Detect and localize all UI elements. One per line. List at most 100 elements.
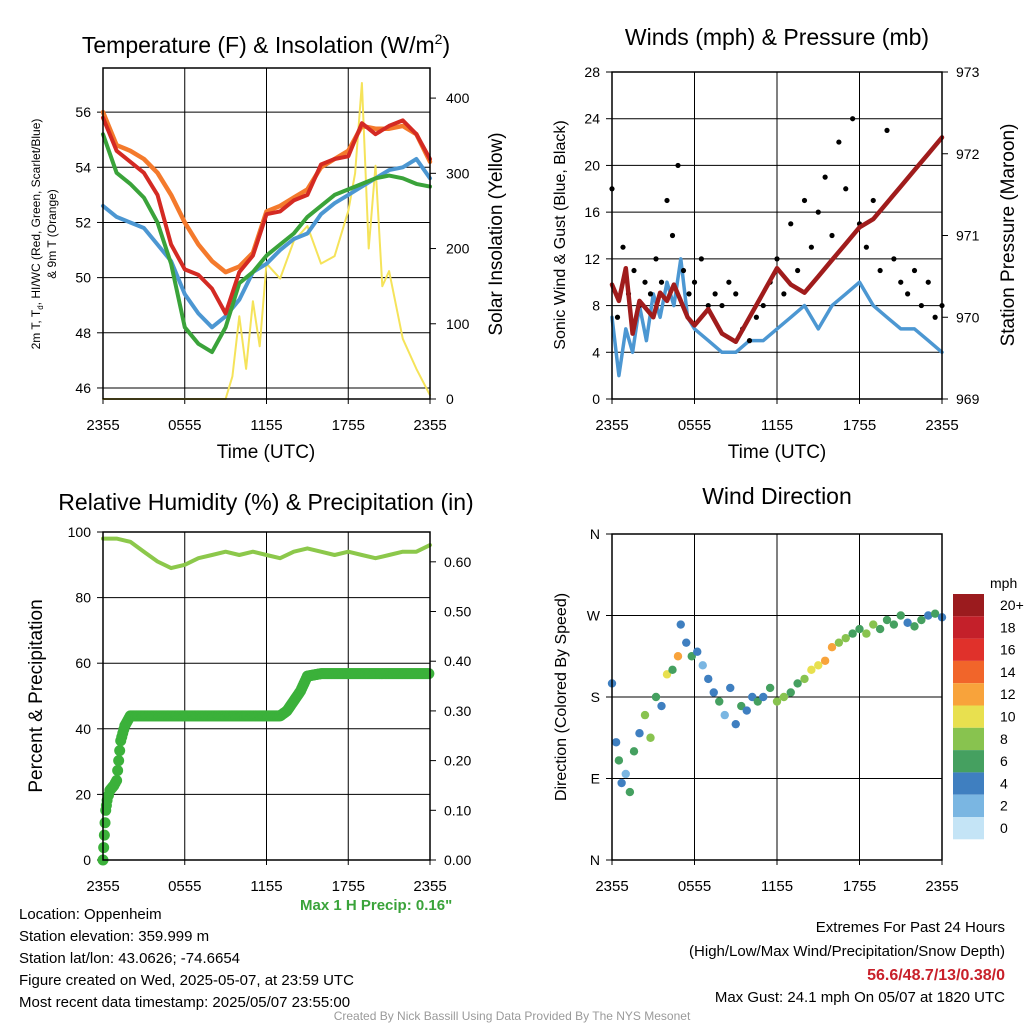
x-tick-label: 2355 — [86, 878, 119, 895]
y-tick-label: 20 — [584, 157, 600, 173]
gust-point — [905, 291, 911, 297]
station-info-line: Most recent data timestamp: 2025/05/07 2… — [19, 994, 351, 1011]
y-axis-label: 2m T, Td, HI/WC (Red, Green, Scarlet/Blu… — [29, 119, 45, 350]
direction-point — [889, 620, 899, 629]
y-right-tick-label: 969 — [956, 391, 980, 407]
gust-point — [726, 279, 732, 285]
y-right-tick-label: 0 — [446, 391, 454, 407]
direction-point — [640, 710, 650, 720]
y-right-tick-label: 972 — [956, 146, 980, 162]
direction-point — [910, 622, 919, 631]
gust-point — [801, 197, 808, 204]
station-info-line: Figure created on Wed, 2025-05-07, at 23… — [19, 972, 354, 989]
gust-point — [653, 256, 659, 262]
chart-title: Wind Direction — [702, 483, 852, 509]
x-tick-label: 2355 — [595, 878, 628, 895]
humidity-panel: 2355 0555 1155 1755 2355 0 20 40 60 80 100 0.00 0.10… — [26, 489, 474, 895]
y-axis-label: Sonic Wind & Gust (Blue, Black) — [552, 120, 569, 349]
extremes-subtitle: (High/Low/Max Wind/Precipitation/Snow De… — [689, 943, 1005, 960]
legend-swatch — [953, 727, 984, 751]
x-axis-label: Time (UTC) — [217, 442, 316, 463]
direction-point — [742, 706, 751, 715]
legend-title: mph — [990, 575, 1017, 591]
y-tick-label: 100 — [68, 524, 92, 540]
direction-point — [841, 633, 850, 643]
y-right-tick-label: 0.60 — [444, 554, 471, 570]
legend-label: 14 — [1000, 664, 1016, 680]
y-right-tick-label: 0.20 — [444, 753, 471, 769]
y-axis-label: Percent & Precipitation — [26, 599, 47, 792]
y-tick-label: 60 — [75, 655, 91, 671]
direction-point — [629, 747, 639, 756]
gust-point — [647, 291, 654, 297]
x-axis-label: Time (UTC) — [728, 442, 827, 463]
precip-point — [111, 774, 123, 786]
y-tick-label: 8 — [592, 298, 600, 314]
direction-point — [673, 652, 683, 661]
direction-point — [848, 629, 857, 638]
gust-point — [898, 279, 904, 285]
gust-point — [719, 302, 725, 309]
y-right-tick-label: 400 — [446, 90, 470, 106]
gust-point — [746, 338, 753, 344]
chart-title: Temperature (F) & Insolation (W/m2) — [82, 31, 450, 58]
direction-point — [731, 719, 740, 729]
precip-point — [98, 829, 110, 841]
direction-point — [668, 665, 677, 675]
y-tick-label: 80 — [75, 590, 91, 606]
direction-point — [625, 787, 635, 797]
x-tick-label: 1755 — [843, 878, 876, 895]
direction-point — [676, 620, 685, 629]
direction-point — [720, 710, 729, 720]
y-tick-label: 52 — [75, 214, 91, 230]
direction-point — [772, 697, 782, 706]
direction-point — [715, 697, 724, 706]
direction-point — [862, 629, 871, 638]
y-right-tick-label: 970 — [956, 309, 980, 325]
direction-point — [827, 642, 837, 652]
gust-point — [808, 244, 814, 250]
x-tick-label: 2355 — [413, 878, 446, 895]
gust-point — [760, 302, 766, 309]
gust-point — [733, 291, 739, 297]
x-tick-label: 1755 — [332, 417, 365, 434]
x-tick-label: 0555 — [678, 417, 711, 434]
x-tick-label: 0555 — [678, 878, 711, 895]
y-tick-label: 46 — [75, 380, 91, 396]
gust-point — [642, 279, 648, 285]
direction-point — [651, 692, 661, 702]
direction-point — [917, 615, 926, 625]
plot-frame — [102, 67, 431, 400]
station-info-line: Station lat/lon: 43.0626; -74.6654 — [19, 950, 241, 967]
gust-point — [918, 302, 924, 309]
direction-point — [869, 620, 878, 629]
direction-point — [614, 756, 624, 765]
gust-point — [614, 314, 621, 320]
gust-point — [620, 244, 626, 250]
y-tick-label: 20 — [75, 786, 91, 802]
legend-label: 12 — [1000, 686, 1016, 702]
gust-point — [698, 256, 704, 262]
gust-point — [829, 232, 835, 239]
legend-label: 18 — [1000, 619, 1016, 635]
x-tick-label: 2355 — [925, 878, 958, 895]
direction-point — [875, 624, 885, 634]
x-tick-label: 1155 — [250, 417, 282, 434]
y-tick-label: 16 — [584, 204, 600, 220]
y-tick-label: 50 — [75, 270, 91, 286]
direction-point — [765, 683, 775, 693]
y-right-axis-label: Solar Insolation (Yellow) — [486, 132, 507, 335]
direction-point — [704, 674, 713, 684]
legend-label: 16 — [1000, 642, 1016, 658]
pressure-line — [609, 135, 945, 345]
legend-label: 6 — [1000, 753, 1008, 769]
max-precip-label: Max 1 H Precip: 0.16" — [300, 897, 453, 914]
x-tick-label: 2355 — [595, 417, 628, 434]
chart-title: Winds (mph) & Pressure (mb) — [625, 24, 929, 50]
y-right-tick-label: 0.00 — [444, 852, 471, 868]
y-tick-label: S — [591, 689, 600, 705]
x-tick-label: 2355 — [925, 417, 958, 434]
y-right-tick-label: 200 — [446, 241, 470, 257]
x-tick-label: 1155 — [761, 417, 793, 434]
